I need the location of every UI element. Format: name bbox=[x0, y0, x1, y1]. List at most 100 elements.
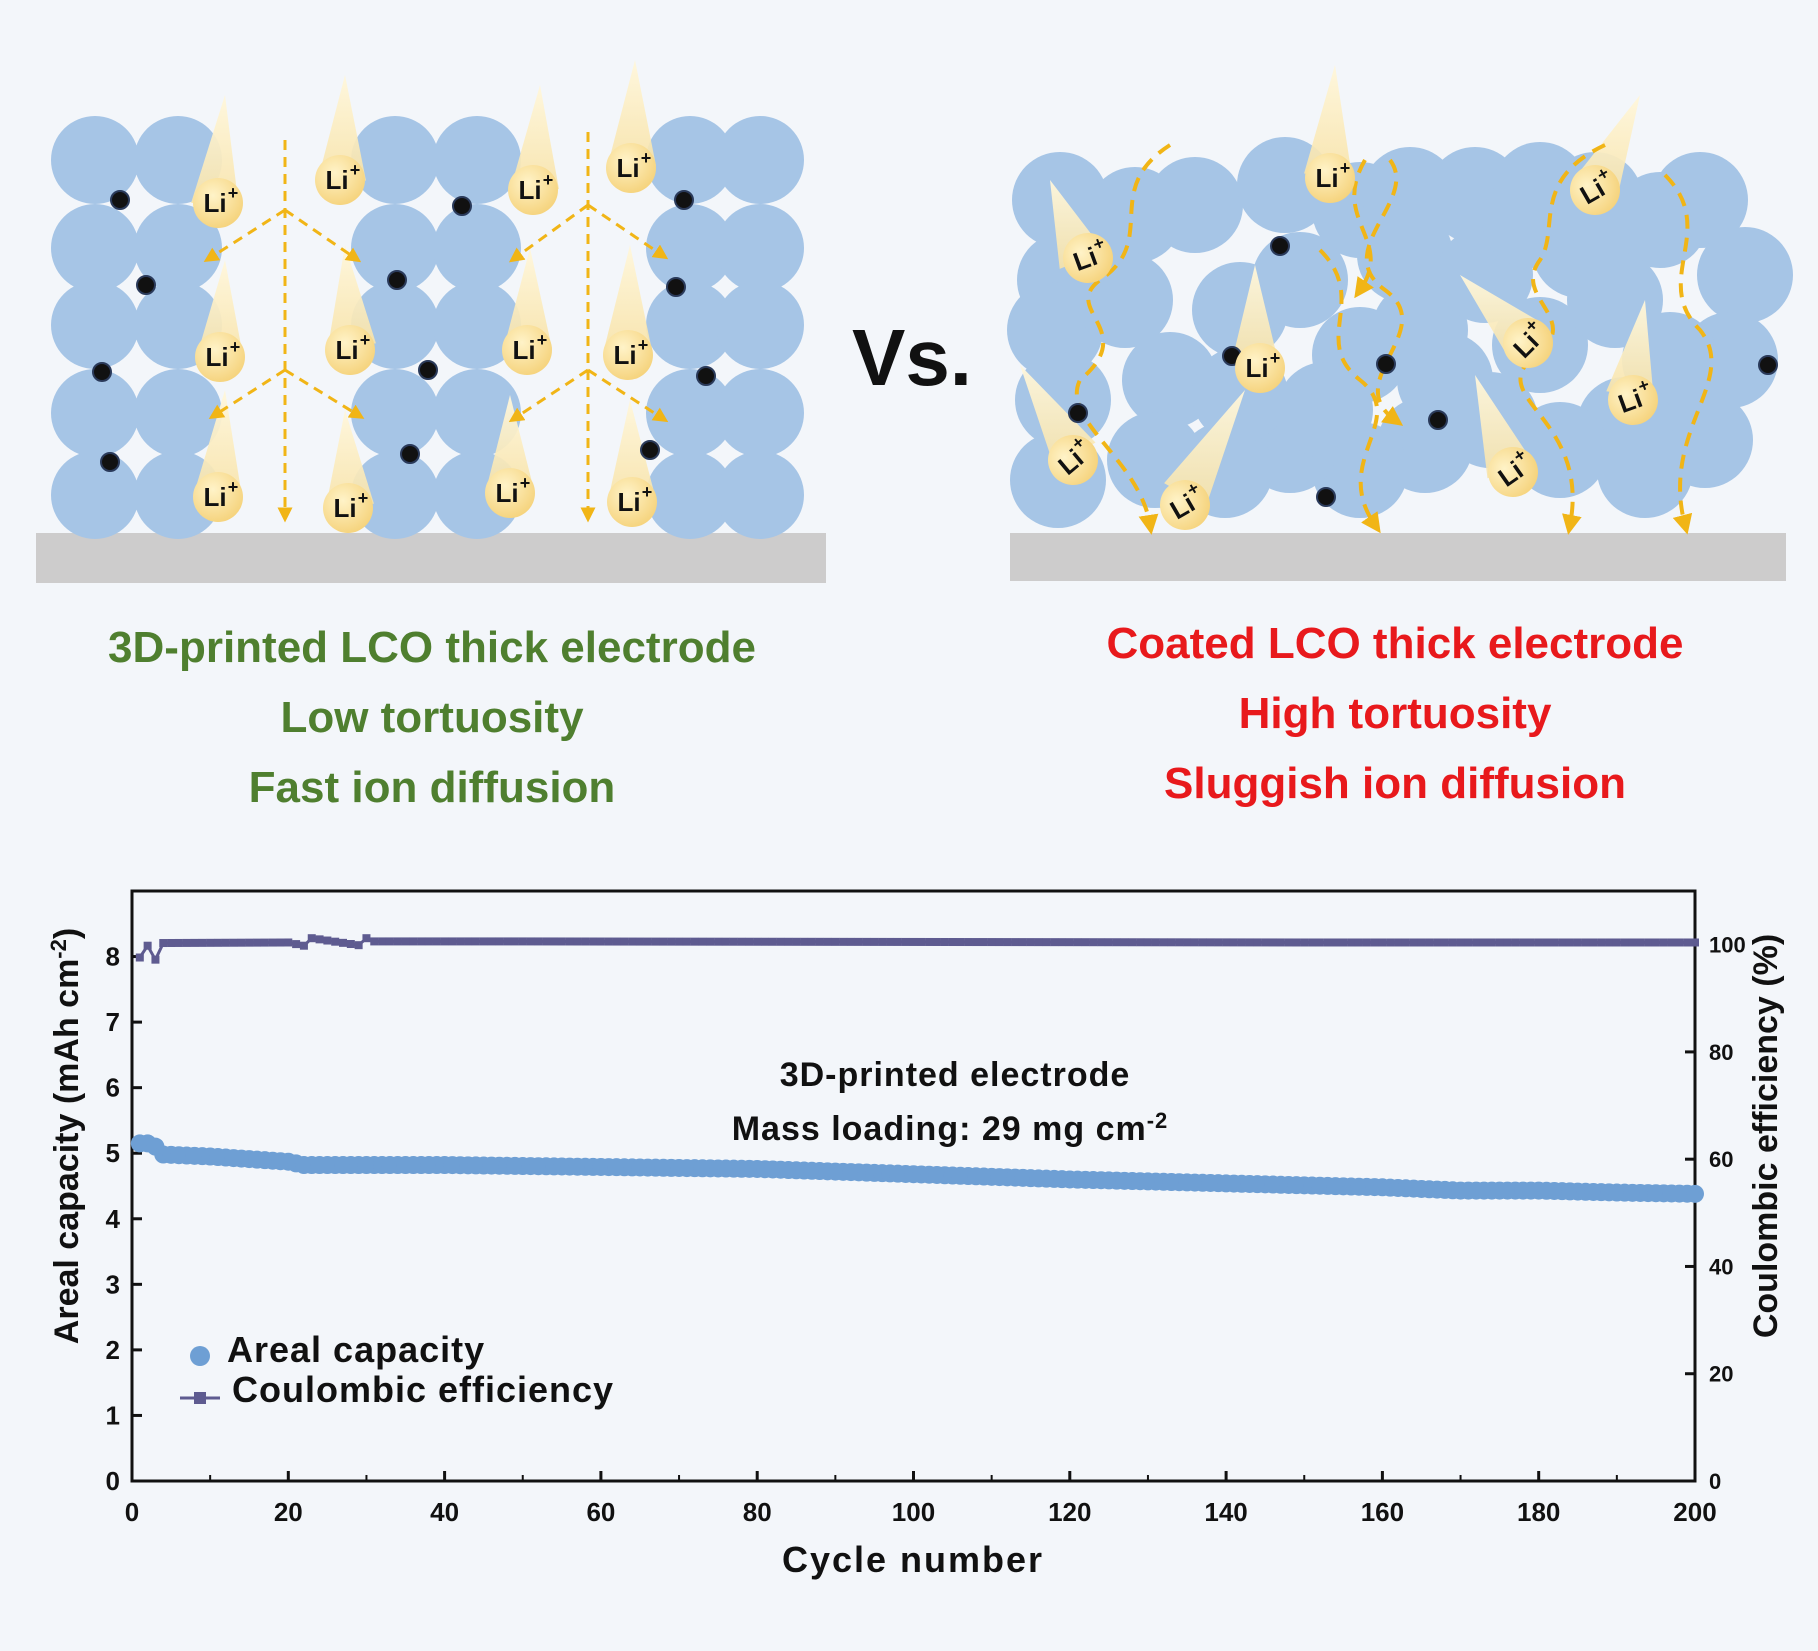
efficiency-point bbox=[284, 938, 293, 947]
lithium-ion: Li+ bbox=[1608, 374, 1658, 425]
ion-cone bbox=[608, 400, 656, 501]
efficiency-point bbox=[1143, 938, 1152, 947]
x-tick-label: 160 bbox=[1361, 1497, 1404, 1527]
efficiency-point bbox=[1198, 938, 1207, 947]
ion-sphere bbox=[1160, 480, 1210, 530]
left-axis-label-main: Areal capacity (mAh cm bbox=[48, 959, 86, 1345]
efficiency-point bbox=[729, 937, 738, 946]
efficiency-point bbox=[495, 937, 504, 946]
ion-label: Li bbox=[205, 342, 228, 372]
efficiency-point bbox=[1268, 938, 1277, 947]
particle bbox=[134, 451, 222, 539]
efficiency-point bbox=[753, 937, 762, 946]
ion-sphere bbox=[1235, 343, 1285, 393]
efficiency-point bbox=[862, 937, 871, 946]
ion-label: Li bbox=[203, 482, 226, 512]
efficiency-point bbox=[1409, 938, 1418, 947]
ion-cone bbox=[1231, 265, 1279, 365]
particle bbox=[716, 281, 804, 369]
particle bbox=[51, 369, 139, 457]
left-current-collector bbox=[36, 533, 826, 583]
efficiency-point bbox=[292, 940, 301, 949]
particle bbox=[1597, 422, 1693, 518]
efficiency-point bbox=[1167, 938, 1176, 947]
efficiency-point bbox=[198, 938, 207, 947]
coulombic-efficiency-series bbox=[135, 934, 1699, 964]
ion-cone bbox=[608, 60, 656, 166]
efficiency-point bbox=[315, 935, 324, 944]
right-ion-paths bbox=[1074, 143, 1714, 535]
efficiency-point bbox=[573, 937, 582, 946]
particle bbox=[51, 281, 139, 369]
ion-charge: + bbox=[360, 330, 371, 350]
efficiency-point bbox=[1284, 938, 1293, 947]
efficiency-point bbox=[448, 937, 457, 946]
ion-cone bbox=[318, 75, 366, 181]
left-caption-line3: Fast ion diffusion bbox=[248, 763, 616, 812]
left-particles bbox=[51, 116, 804, 539]
x-tick-label: 140 bbox=[1204, 1497, 1247, 1527]
efficiency-point bbox=[159, 939, 168, 948]
efficiency-point bbox=[1011, 938, 1020, 947]
right-caption: Coated LCO thick electrode High tortuosi… bbox=[1015, 609, 1775, 819]
ion-path-tortuous bbox=[1352, 158, 1374, 299]
efficiency-point bbox=[1206, 938, 1215, 947]
ion-charge: + bbox=[1270, 348, 1281, 368]
areal-capacity-series bbox=[130, 1134, 1704, 1203]
left-caption-line2: Low tortuosity bbox=[280, 693, 584, 742]
particle bbox=[646, 204, 734, 292]
carbon-dot bbox=[1428, 410, 1448, 430]
efficiency-point bbox=[1065, 938, 1074, 947]
efficiency-point bbox=[823, 937, 832, 946]
efficiency-point bbox=[643, 937, 652, 946]
efficiency-point bbox=[299, 941, 308, 950]
efficiency-point bbox=[1573, 938, 1582, 947]
efficiency-point bbox=[253, 938, 262, 947]
efficiency-point bbox=[870, 937, 879, 946]
efficiency-point bbox=[690, 937, 699, 946]
ion-cone bbox=[486, 395, 534, 490]
carbon-dot bbox=[418, 360, 438, 380]
efficiency-point bbox=[339, 938, 348, 947]
left-caption: 3D-printed LCO thick electrode Low tortu… bbox=[52, 613, 812, 823]
ion-path-diagonal bbox=[284, 368, 365, 419]
efficiency-point bbox=[1683, 938, 1692, 947]
efficiency-point bbox=[815, 937, 824, 946]
ion-charge: + bbox=[520, 473, 531, 493]
efficiency-point bbox=[542, 937, 551, 946]
efficiency-point bbox=[659, 937, 668, 946]
carbon-dot bbox=[666, 277, 686, 297]
efficiency-point bbox=[628, 937, 637, 946]
efficiency-point bbox=[510, 937, 519, 946]
efficiency-point bbox=[1120, 938, 1129, 947]
efficiency-point bbox=[268, 938, 277, 947]
efficiency-point bbox=[1479, 938, 1488, 947]
ion-cone bbox=[1606, 300, 1654, 399]
efficiency-point bbox=[1565, 938, 1574, 947]
efficiency-point bbox=[901, 937, 910, 946]
efficiency-point bbox=[1581, 938, 1590, 947]
particle bbox=[1697, 227, 1793, 323]
left-tick-label: 1 bbox=[106, 1400, 120, 1430]
ion-label: Li bbox=[203, 188, 226, 218]
x-tick-label: 60 bbox=[586, 1497, 615, 1527]
particle bbox=[433, 369, 521, 457]
right-caption-line2: High tortuosity bbox=[1238, 689, 1552, 738]
efficiency-point bbox=[237, 938, 246, 947]
efficiency-point bbox=[143, 941, 152, 950]
ion-charge: + bbox=[641, 148, 652, 168]
efficiency-point bbox=[260, 938, 269, 947]
efficiency-point bbox=[1347, 938, 1356, 947]
efficiency-point bbox=[229, 938, 238, 947]
left-tick-label: 0 bbox=[106, 1466, 120, 1496]
x-tick-label: 0 bbox=[125, 1497, 139, 1527]
efficiency-point bbox=[1136, 938, 1145, 947]
ion-charge: + bbox=[537, 330, 548, 350]
ion-cone bbox=[511, 85, 559, 190]
ion-label: Li bbox=[1315, 163, 1338, 193]
right-tick-label: 40 bbox=[1709, 1254, 1733, 1279]
efficiency-point bbox=[557, 937, 566, 946]
efficiency-point bbox=[1620, 938, 1629, 947]
efficiency-point bbox=[1519, 938, 1528, 947]
ion-path-diagonal bbox=[587, 368, 669, 423]
